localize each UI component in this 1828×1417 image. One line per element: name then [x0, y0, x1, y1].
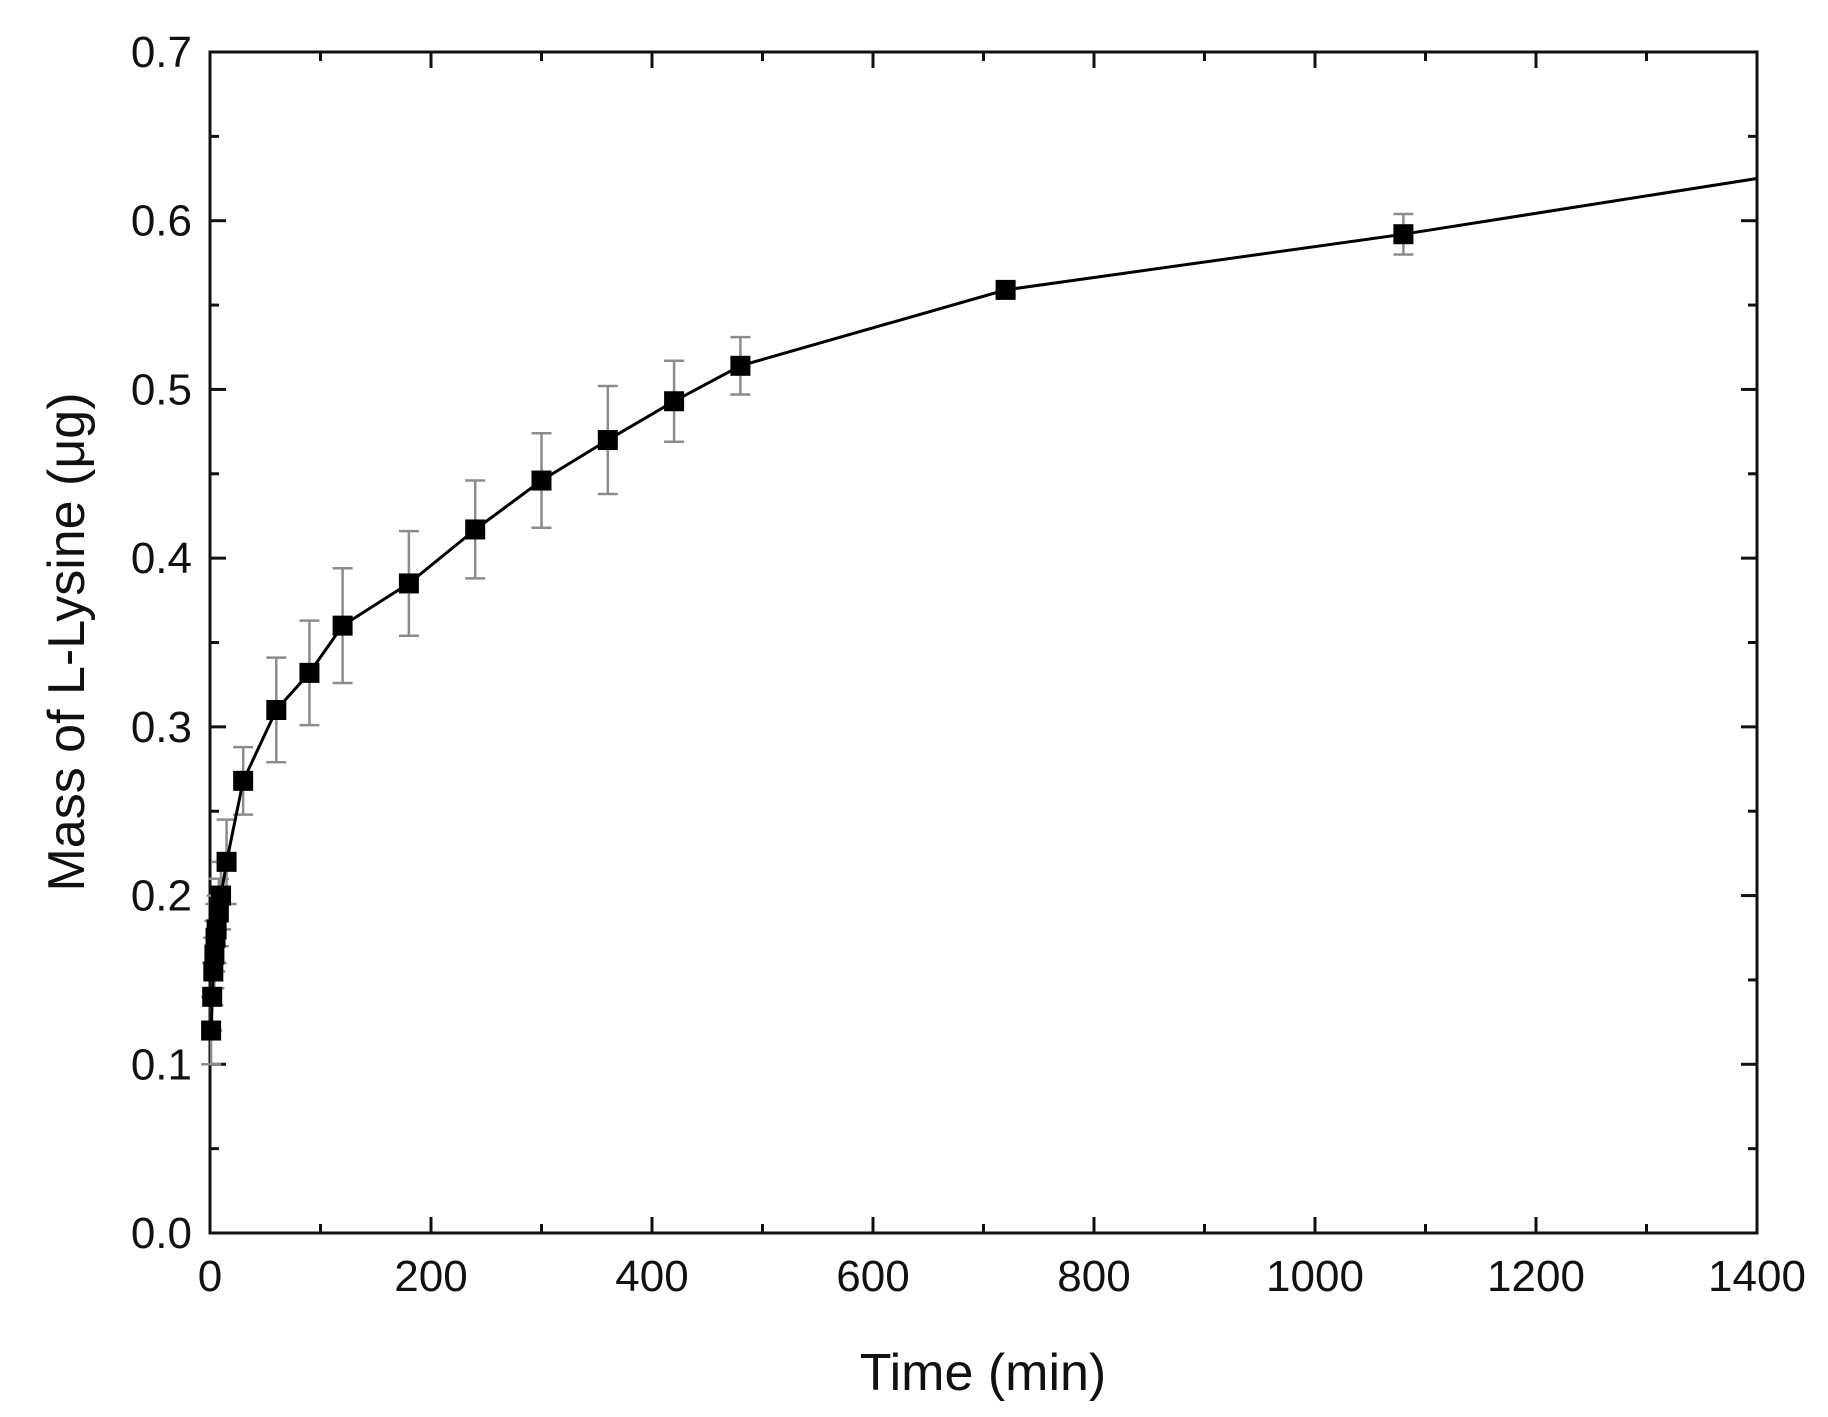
y-axis-title: Mass of L-Lysine (μg)	[38, 392, 96, 891]
data-point	[597, 430, 618, 451]
data-point	[398, 573, 419, 594]
x-tick-label: 200	[394, 1252, 467, 1301]
plot-frame	[208, 50, 1759, 1235]
data-point	[201, 1020, 222, 1041]
x-tick-label: 600	[836, 1252, 909, 1301]
tick-labels: 0 200 400 600 800 1000 1200 1400 0.0 0.1 0.2 0.3 0.4…	[131, 28, 1806, 1301]
data-point	[233, 770, 254, 791]
y-tick-label: 0.6	[131, 197, 192, 246]
y-tick-label: 0.0	[131, 1209, 192, 1258]
data-point	[266, 699, 287, 720]
y-tick-label: 0.7	[131, 28, 192, 77]
data-point	[299, 662, 320, 683]
x-tick-label: 1400	[1708, 1252, 1806, 1301]
data-point	[531, 470, 552, 491]
data-point	[332, 615, 353, 636]
data-point	[204, 944, 225, 965]
data-point	[202, 986, 223, 1007]
y-tick-label: 0.1	[131, 1040, 192, 1089]
x-tick-label: 1000	[1266, 1252, 1364, 1301]
x-tick-label: 400	[615, 1252, 688, 1301]
data-markers	[201, 224, 1414, 1041]
error-bars	[201, 212, 1414, 1066]
series-line	[209, 177, 1758, 1031]
data-point	[206, 919, 227, 940]
axis-ticks	[208, 50, 1759, 1235]
x-tick-label: 1200	[1487, 1252, 1585, 1301]
data-point	[730, 355, 751, 376]
x-tick-label: 0	[198, 1252, 222, 1301]
data-point	[208, 902, 229, 923]
data-point	[465, 519, 486, 540]
x-tick-label: 800	[1057, 1252, 1130, 1301]
y-tick-label: 0.5	[131, 365, 192, 414]
y-tick-label: 0.2	[131, 872, 192, 921]
data-point	[211, 885, 232, 906]
y-tick-label: 0.4	[131, 534, 192, 583]
y-tick-label: 0.3	[131, 703, 192, 752]
data-point	[1393, 224, 1414, 245]
x-axis-title: Time (min)	[860, 1344, 1107, 1402]
data-point	[664, 391, 685, 412]
data-point	[203, 961, 224, 982]
data-point	[995, 279, 1016, 300]
data-point	[216, 851, 237, 872]
